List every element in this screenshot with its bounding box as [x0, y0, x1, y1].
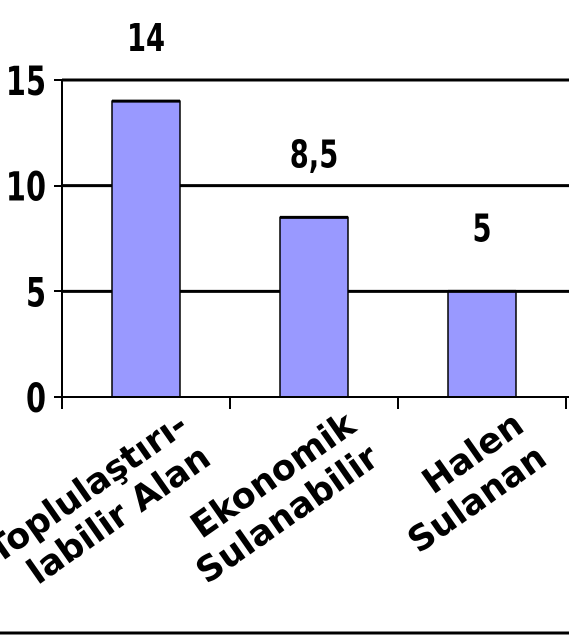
- bar: [111, 100, 181, 398]
- axes: [54, 79, 569, 409]
- y-tick-label: 10: [6, 165, 46, 211]
- bar: [279, 216, 349, 398]
- data-label: 5: [472, 206, 491, 251]
- category-labels: Toplulaştırı-labilir AlanEkonomikSulanab…: [0, 404, 554, 593]
- bar: [447, 290, 517, 398]
- y-tick-label: 15: [6, 59, 46, 105]
- data-labels: 148,55: [127, 16, 492, 251]
- y-tick-label: 5: [26, 271, 46, 317]
- y-tick-label: 0: [26, 376, 46, 422]
- data-label: 14: [127, 16, 165, 61]
- y-tick-labels: 0 5 10 15: [6, 59, 46, 422]
- data-label: 8,5: [290, 132, 338, 177]
- category-label: Toplulaştırı-labilir Alan: [0, 405, 218, 593]
